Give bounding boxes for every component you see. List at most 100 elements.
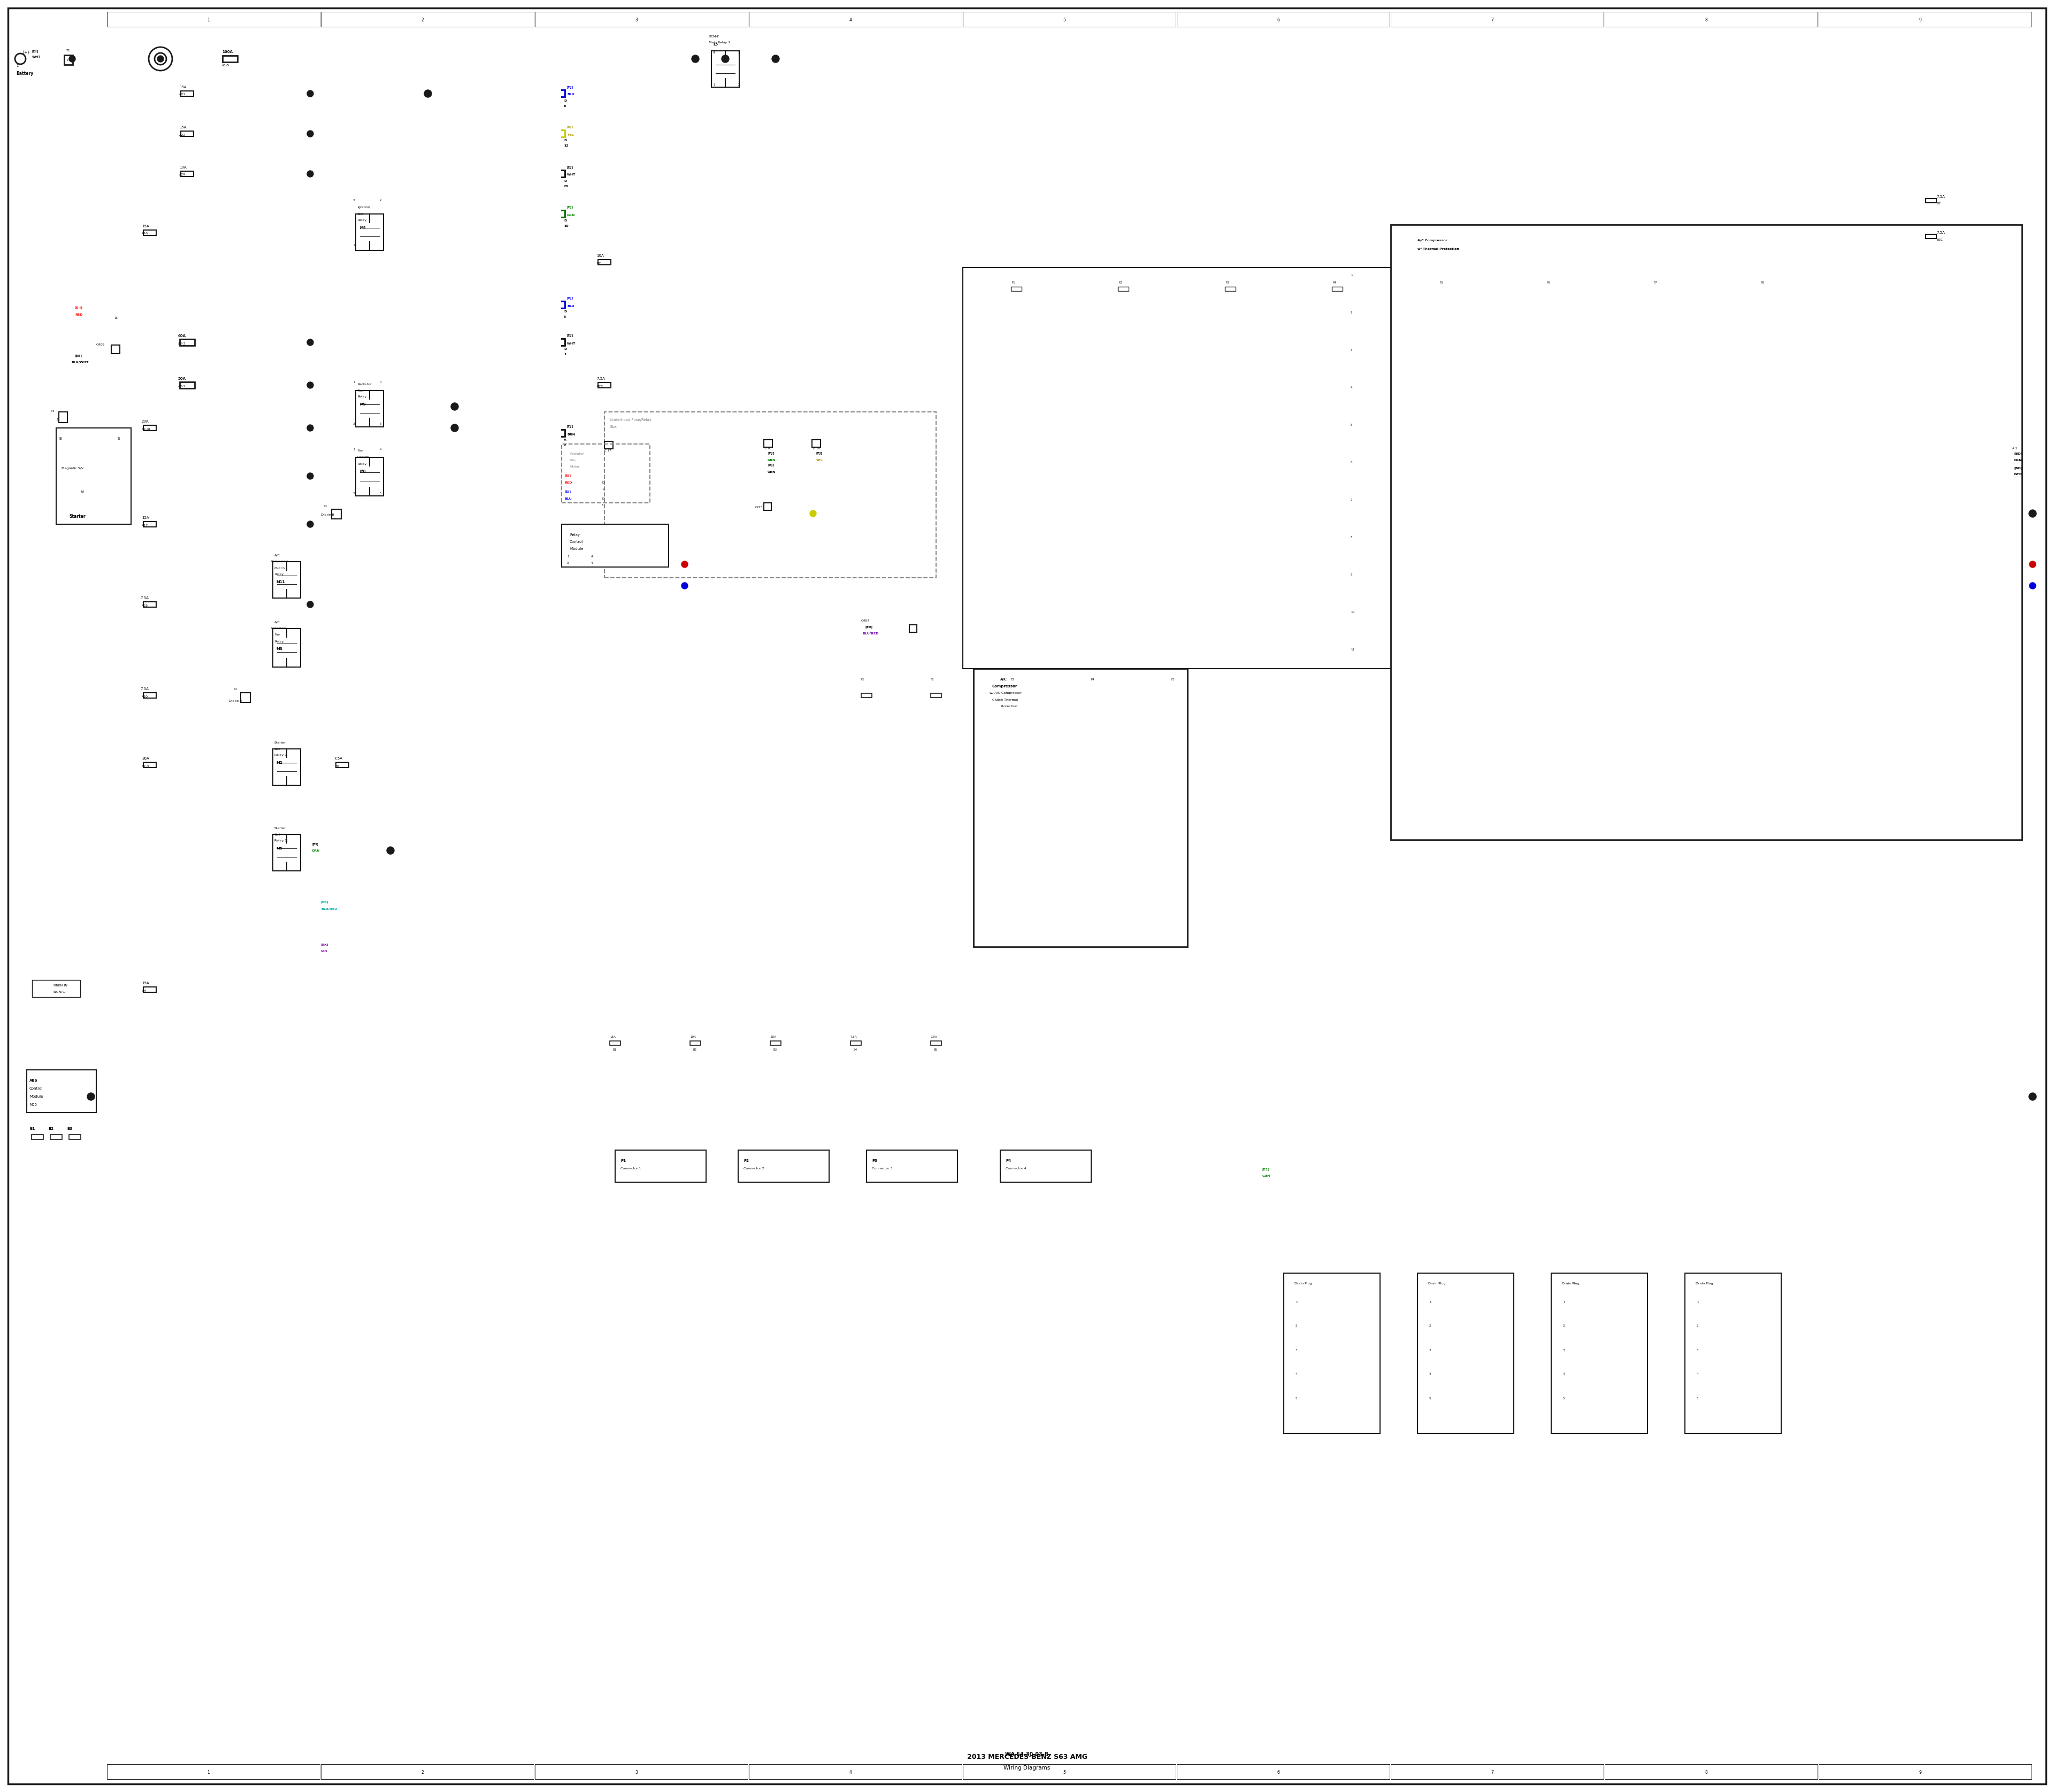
Text: 1: 1 [207,18,210,23]
Text: M4: M4 [359,226,366,229]
Text: Starter: Starter [275,826,286,830]
Bar [144,987,156,993]
Bar [910,625,916,633]
Text: Control: Control [569,539,583,543]
Text: 2013 MERCEDES-BENZ S63 AMG: 2013 MERCEDES-BENZ S63 AMG [967,1754,1087,1762]
Text: M3: M3 [275,647,281,650]
Text: 28: 28 [563,185,569,188]
Text: D: D [563,140,567,142]
Text: A22: A22 [179,133,185,136]
Text: 7: 7 [1491,18,1493,23]
Text: Battery: Battery [16,72,33,75]
Text: A2-3: A2-3 [179,342,185,344]
Text: B2: B2 [596,262,602,265]
Text: M: M [80,491,84,495]
Circle shape [692,56,698,63]
Bar [111,346,119,353]
Text: B: B [60,437,62,441]
Text: Main Relay 1: Main Relay 1 [709,41,731,43]
Text: B4: B4 [852,1048,857,1050]
Bar [690,1041,700,1045]
Text: B1: B1 [29,1127,35,1131]
Bar [1547,287,1557,290]
Text: GRN: GRN [312,849,320,853]
Text: B1: B1 [612,1048,616,1050]
Text: M5: M5 [275,848,281,849]
Text: VIO: VIO [320,950,329,953]
Text: [EJ]: [EJ] [567,335,573,337]
Text: 5: 5 [1064,1770,1066,1774]
Text: PCM-F: PCM-F [709,36,719,38]
Bar [963,13,1175,27]
Bar [1331,287,1343,290]
Bar [1391,1763,1604,1779]
Text: [EK]: [EK] [320,901,329,903]
Text: YEL: YEL [815,459,822,461]
Bar [70,1134,80,1140]
Circle shape [386,848,394,855]
Text: Fan: Fan [569,459,575,461]
Text: D: D [563,310,567,314]
Bar [55,428,131,525]
Text: Connector 3: Connector 3 [871,1167,893,1170]
Bar [1177,1763,1391,1779]
Text: Relay: Relay [569,534,579,536]
Text: 9: 9 [1918,18,1923,23]
Text: Drain Plug: Drain Plug [1697,1283,1713,1285]
Text: N55: N55 [29,1104,37,1106]
Text: B22: B22 [596,385,604,387]
Bar [598,260,610,265]
Text: GRN: GRN [1263,1176,1271,1177]
Text: [EJ]: [EJ] [768,452,774,455]
Circle shape [306,131,314,136]
Text: 15A: 15A [179,125,187,129]
Text: B3: B3 [772,1048,776,1050]
Text: 15A: 15A [142,224,150,228]
Text: Connector 1: Connector 1 [620,1167,641,1170]
Text: w/ A/C Compressor: w/ A/C Compressor [990,692,1021,695]
Text: 2: 2 [563,444,567,446]
Text: A1-5: A1-5 [222,65,230,66]
Text: Coil: Coil [357,213,364,215]
Bar [1391,13,1604,27]
Text: D: D [234,688,236,692]
Circle shape [452,425,458,432]
Bar [850,1041,861,1045]
Text: ORN: ORN [2013,459,2023,461]
Text: [EJ]: [EJ] [567,86,573,88]
Text: Ignition: Ignition [357,206,370,210]
Text: Connector 2: Connector 2 [744,1167,764,1170]
Bar [764,439,772,448]
Text: [EJ]: [EJ] [565,475,571,477]
Text: [EJ]: [EJ] [768,464,774,466]
Text: 100A: 100A [222,50,232,54]
Text: F4: F4 [1333,281,1337,283]
Text: 7.5A: 7.5A [596,376,604,380]
Text: BLU/RED: BLU/RED [320,907,337,910]
Bar [1011,694,1021,697]
Text: [BD]: [BD] [2013,452,2023,455]
Bar [963,267,1980,668]
Bar [711,50,739,88]
Text: BLU: BLU [565,498,571,500]
Text: 60A: 60A [179,335,187,337]
Text: F5: F5 [1171,677,1175,681]
Bar [1440,287,1450,290]
Text: M2: M2 [275,762,281,765]
Bar [867,1150,957,1183]
Text: A10: A10 [142,695,148,697]
Text: BRKN IN: BRKN IN [53,984,68,987]
Text: P4: P4 [1006,1159,1011,1163]
Text: Module: Module [569,547,583,550]
Bar [770,1041,781,1045]
Text: C 9: C 9 [764,446,770,450]
Bar [561,444,649,504]
Bar [320,1763,534,1779]
Text: 5: 5 [563,315,567,319]
Bar [355,457,384,496]
Bar [273,835,300,871]
Circle shape [452,403,458,410]
Text: Coil: Coil [275,747,281,751]
Text: [EJ]: [EJ] [567,425,573,428]
Text: BLU: BLU [567,305,575,306]
